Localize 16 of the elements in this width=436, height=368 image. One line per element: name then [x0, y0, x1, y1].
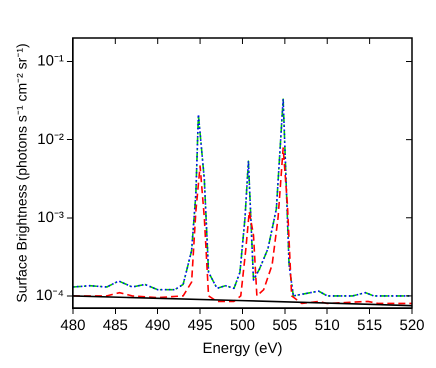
x-tick-label: 495: [188, 317, 213, 334]
x-tick-label: 510: [314, 317, 340, 334]
y-tick-label: 10⁻²: [37, 130, 64, 148]
x-tick-label: 490: [145, 317, 170, 334]
y-tick-label: 10⁻³: [37, 208, 64, 226]
x-tick-label: 485: [102, 317, 128, 334]
x-axis-title: Energy (eV): [202, 340, 282, 358]
y-tick-label: 10⁻⁴: [36, 287, 64, 304]
line-series: [72, 98, 412, 297]
x-tick-label: 505: [272, 317, 298, 334]
x-tick-label: 480: [60, 317, 86, 334]
y-tick-label: 10⁻¹: [37, 52, 64, 70]
x-tick-label: 515: [357, 317, 382, 334]
x-tick-label: 520: [399, 317, 425, 334]
y-axis-title: Surface Brightness (photons s⁻¹ cm⁻² sr⁻¹): [13, 43, 30, 303]
x-tick-label: 500: [230, 317, 255, 334]
